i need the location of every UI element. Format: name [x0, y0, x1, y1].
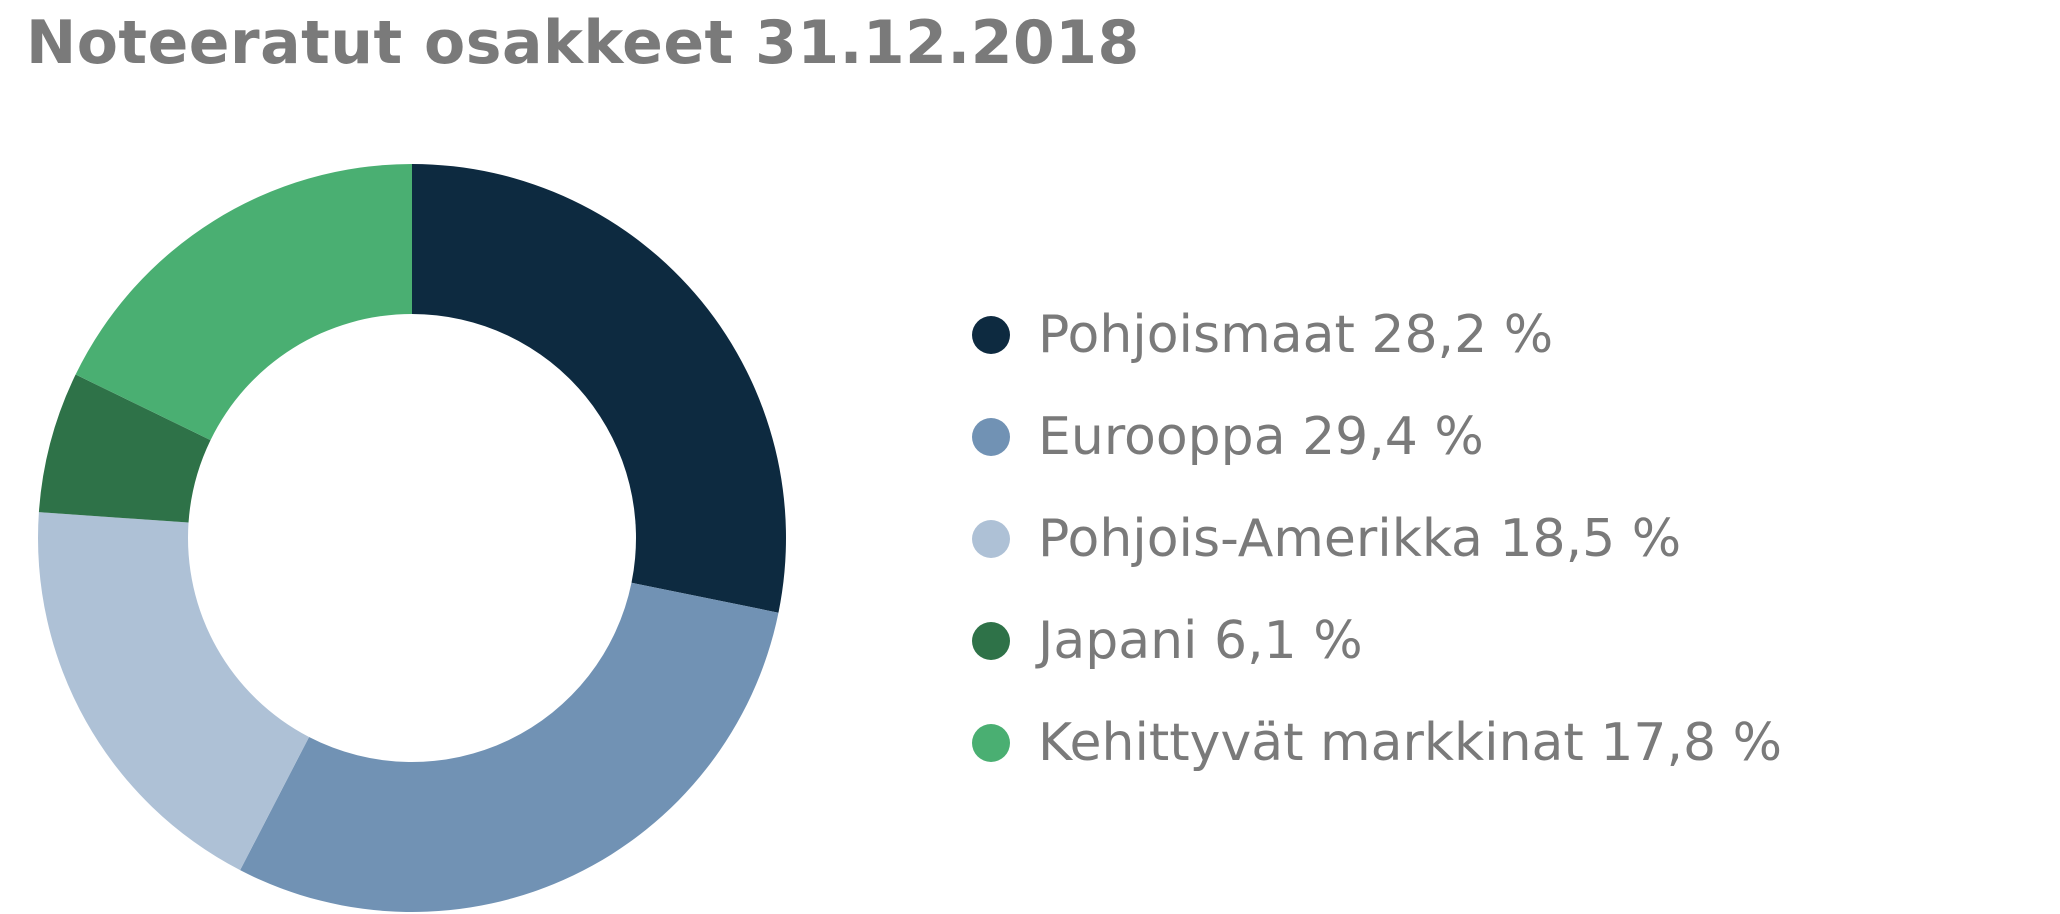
legend-dot-icon	[972, 418, 1010, 456]
legend-label: Kehittyvät markkinat 17,8 %	[1038, 713, 1783, 773]
legend-dot-icon	[972, 622, 1010, 660]
legend-label: Japani 6,1 %	[1038, 611, 1363, 671]
legend-dot-icon	[972, 520, 1010, 558]
donut-chart	[38, 164, 786, 912]
legend-dot-icon	[972, 316, 1010, 354]
donut-slice-kehittyvät-markkinat	[75, 164, 412, 441]
legend-label: Eurooppa 29,4 %	[1038, 407, 1484, 467]
legend-dot-icon	[972, 724, 1010, 762]
chart-title: Noteeratut osakkeet 31.12.2018	[26, 8, 1140, 78]
legend-item: Kehittyvät markkinat 17,8 %	[972, 692, 1782, 794]
donut-slice-pohjoismaat	[412, 164, 786, 613]
legend-label: Pohjois-Amerikka 18,5 %	[1038, 509, 1682, 569]
donut-slice-eurooppa	[240, 582, 779, 912]
donut-slice-japani	[38, 374, 211, 523]
legend-item: Pohjoismaat 28,2 %	[972, 284, 1782, 386]
legend-item: Eurooppa 29,4 %	[972, 386, 1782, 488]
legend-label: Pohjoismaat 28,2 %	[1038, 305, 1554, 365]
legend-item: Japani 6,1 %	[972, 590, 1782, 692]
legend-item: Pohjois-Amerikka 18,5 %	[972, 488, 1782, 590]
chart-legend: Pohjoismaat 28,2 % Eurooppa 29,4 % Pohjois…	[972, 284, 1782, 794]
donut-slice-pohjois-amerikka	[38, 512, 310, 871]
